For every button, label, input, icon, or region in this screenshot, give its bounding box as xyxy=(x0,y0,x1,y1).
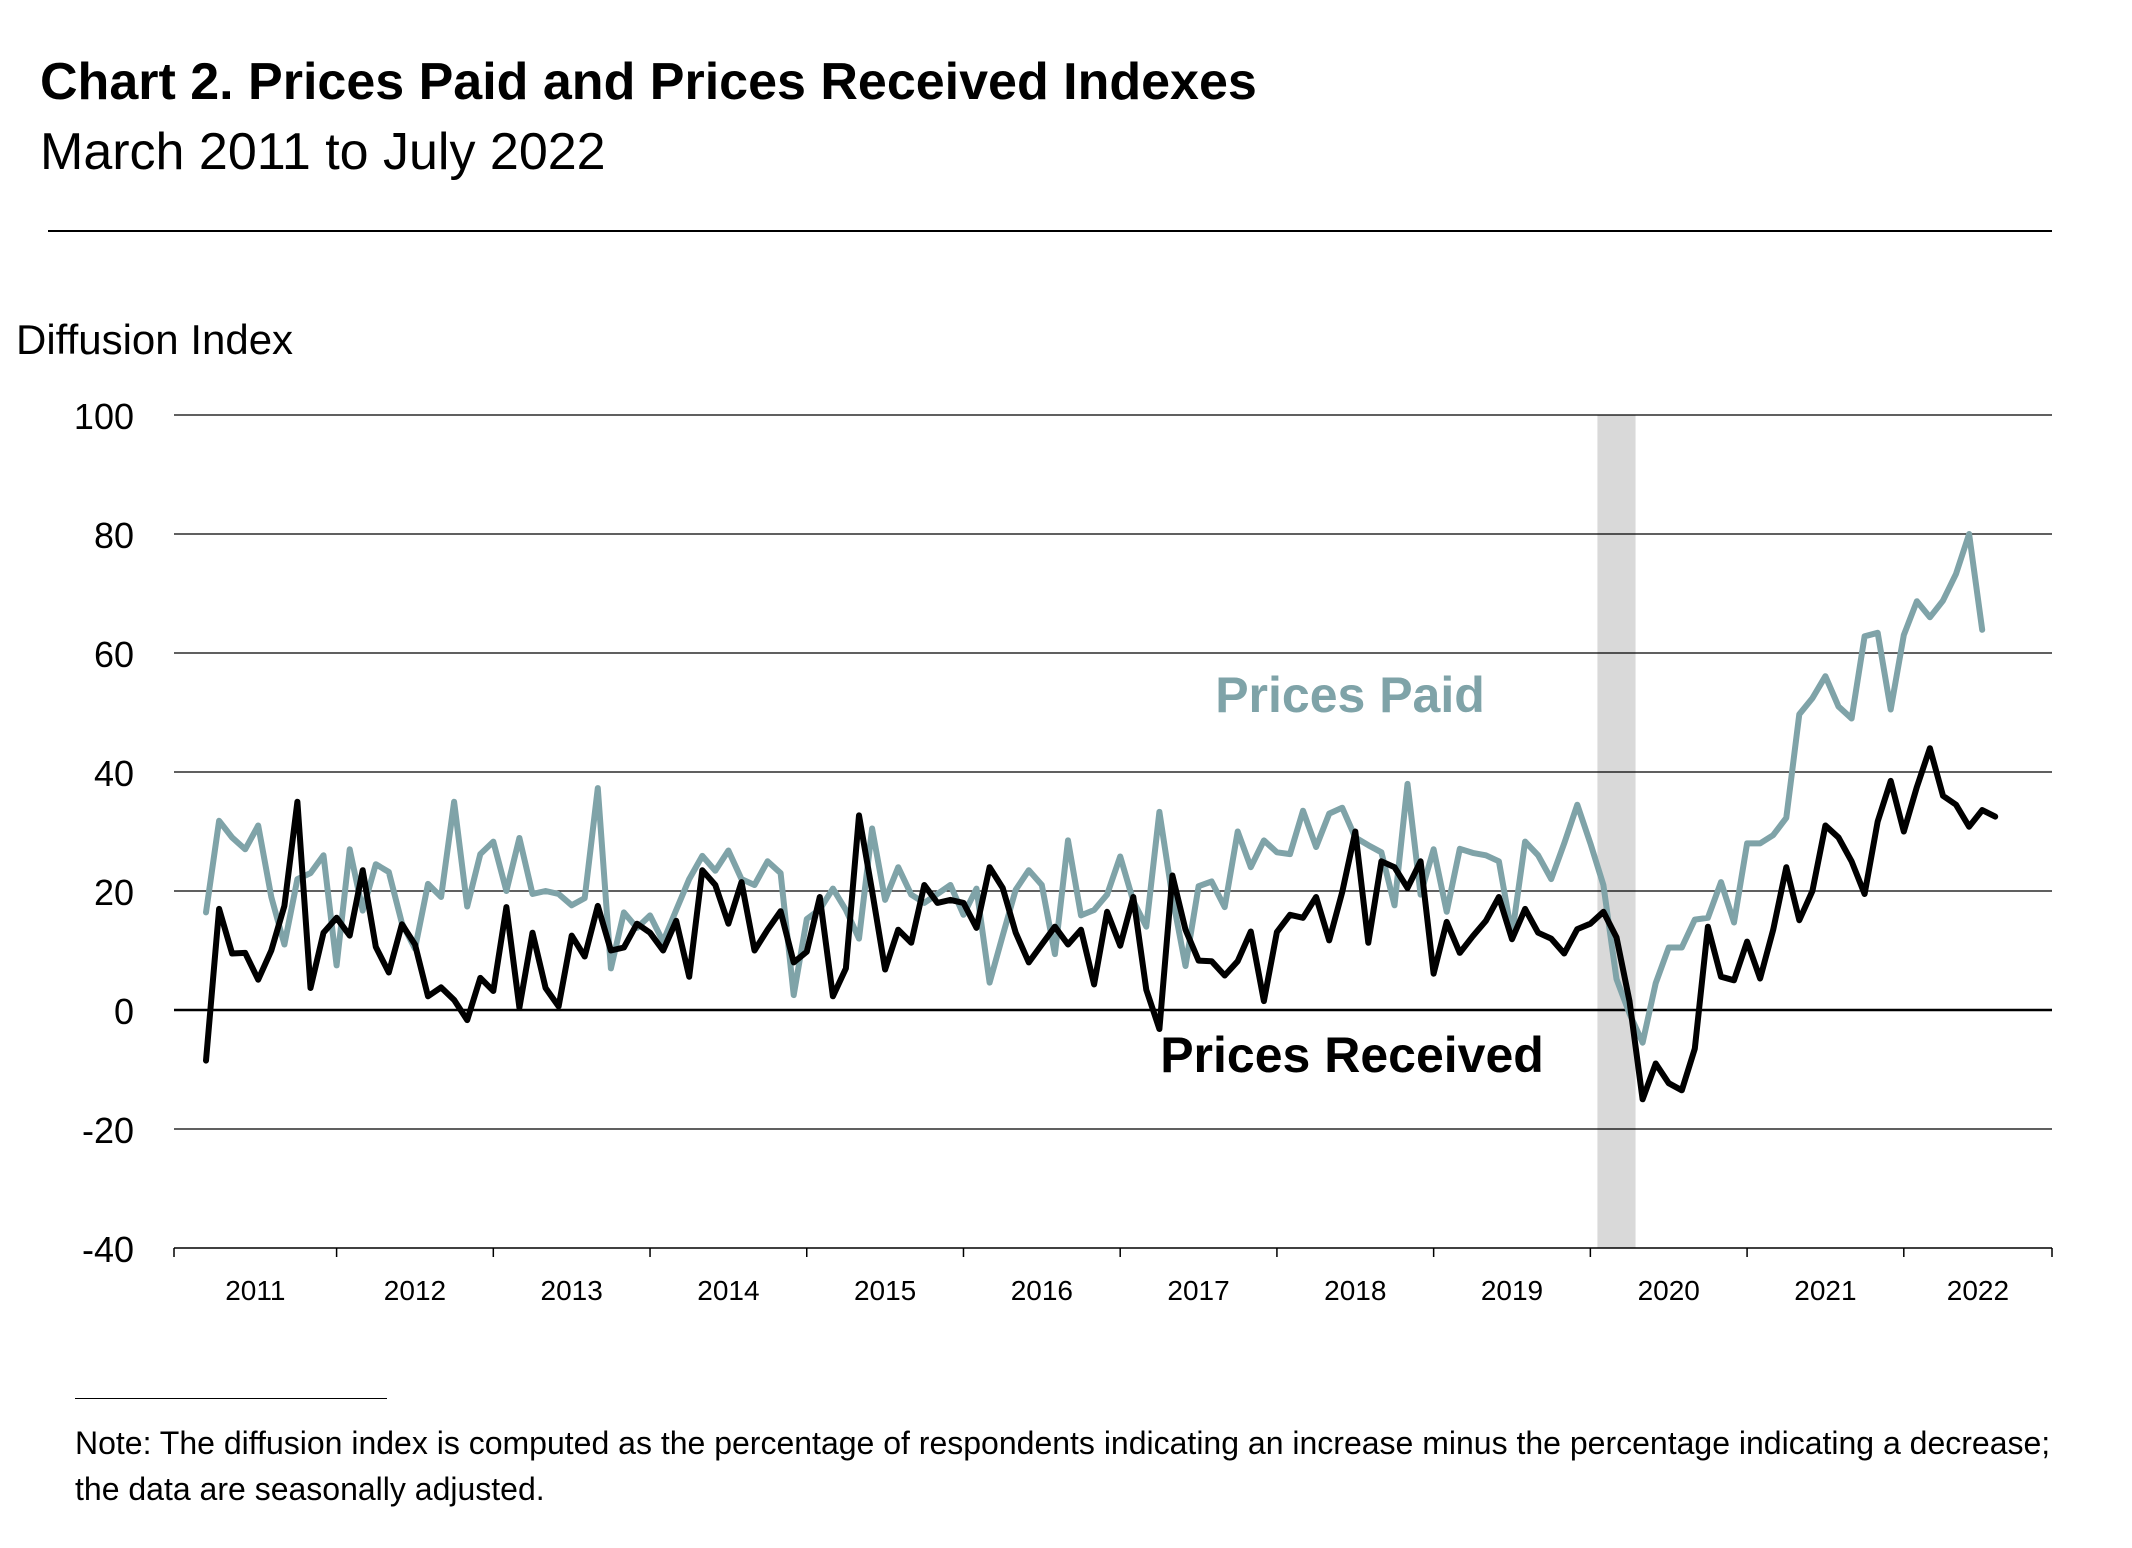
prices-received-label: Prices Received xyxy=(1160,1027,1544,1083)
y-tick-label: 80 xyxy=(94,515,134,556)
y-tick-label: 60 xyxy=(94,634,134,675)
title-divider xyxy=(48,230,2052,232)
x-tick-label: 2012 xyxy=(384,1275,446,1306)
prices-paid-line xyxy=(203,531,1986,1046)
x-tick-label: 2013 xyxy=(541,1275,603,1306)
y-tick-label: 20 xyxy=(94,872,134,913)
x-tick-label: 2021 xyxy=(1794,1275,1856,1306)
line-chart: -40 -20 0 20 40 60 80 100 2011 2012 2013 2014 2015 20… xyxy=(74,396,2053,1306)
prices-paid-label: Prices Paid xyxy=(1215,667,1485,723)
x-tick-label: 2011 xyxy=(225,1275,285,1306)
x-tick-label: 2015 xyxy=(854,1275,916,1306)
x-tick-label: 2018 xyxy=(1324,1275,1386,1306)
y-tick-label: 40 xyxy=(94,753,134,794)
y-tick-label: 100 xyxy=(74,396,134,437)
x-tick-label: 2016 xyxy=(1011,1275,1073,1306)
note-divider xyxy=(75,1398,387,1399)
y-tick-label: 0 xyxy=(114,991,134,1032)
y-tick-label: -40 xyxy=(82,1229,134,1270)
y-axis-label: Diffusion Index xyxy=(16,316,294,363)
x-tick-label: 2014 xyxy=(697,1275,759,1306)
chart-subtitle: March 2011 to July 2022 xyxy=(40,123,606,181)
x-tick-label: 2022 xyxy=(1947,1275,2009,1306)
x-tick-label: 2019 xyxy=(1481,1275,1543,1306)
x-tick-label: 2017 xyxy=(1167,1275,1229,1306)
footnote: Note: The diffusion index is computed as… xyxy=(75,1425,2051,1507)
recession-band xyxy=(1597,415,1636,1248)
x-tick-label: 2020 xyxy=(1638,1275,1700,1306)
chart-title: Chart 2. Prices Paid and Prices Received… xyxy=(40,53,1257,111)
y-tick-label: -20 xyxy=(82,1110,134,1151)
prices-received-line xyxy=(203,745,1999,1103)
